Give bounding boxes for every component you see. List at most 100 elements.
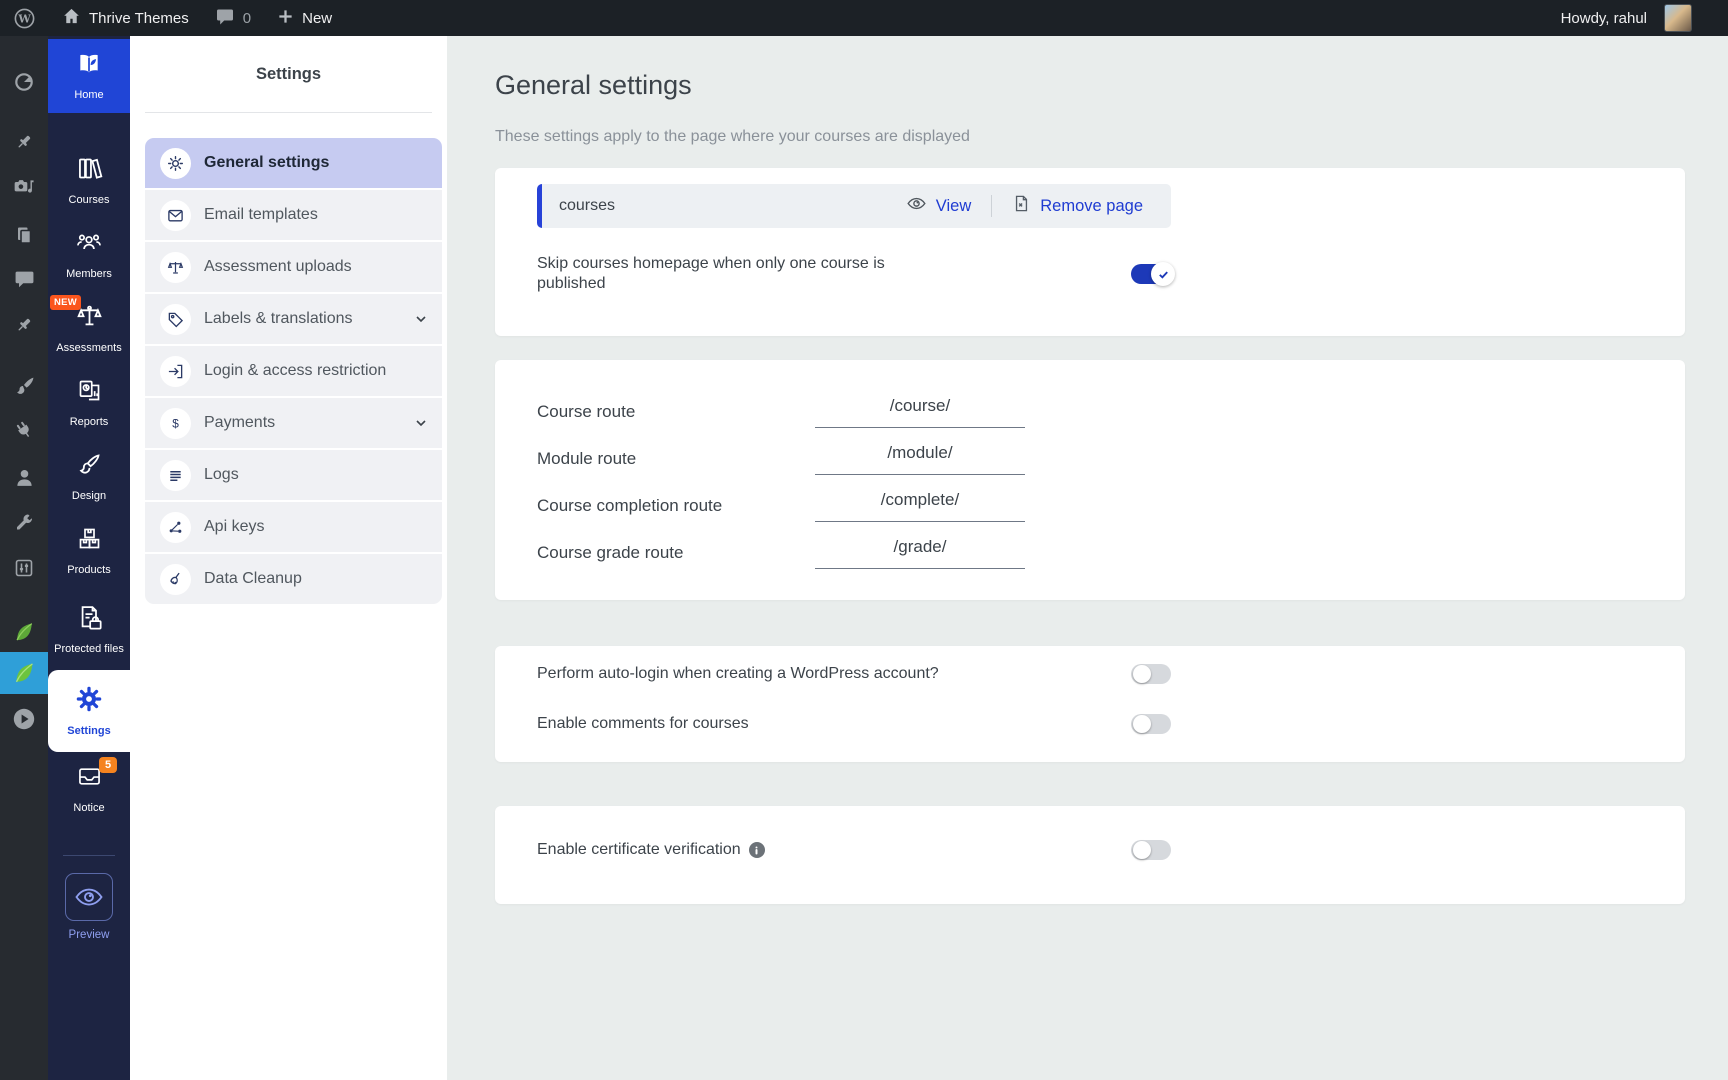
course-completion-route-input[interactable]	[815, 490, 1025, 522]
preview-button[interactable]: Preview	[48, 873, 130, 942]
sidebar-item-courses[interactable]: Courses	[48, 144, 130, 218]
route-label: Course completion route	[537, 496, 815, 516]
route-row: Module route	[537, 435, 1171, 482]
sidebar-item-members[interactable]: Members	[48, 218, 130, 292]
actions-divider	[991, 195, 992, 217]
sidebar-label: Home	[74, 89, 103, 102]
sidebar-item-reports[interactable]: Reports	[48, 366, 130, 440]
settings-menu: General settings Email templates Assessm…	[145, 138, 442, 604]
sidebar-label: Notice	[73, 802, 104, 815]
toggle-auto-login[interactable]	[1131, 664, 1171, 684]
settings-menu-item-data-cleanup[interactable]: Data Cleanup	[145, 554, 442, 604]
gear-icon	[75, 685, 103, 718]
sidebar-divider	[63, 855, 115, 856]
new-menu[interactable]: New	[264, 0, 345, 36]
sidebar-item-products[interactable]: Products	[48, 514, 130, 588]
brush-icon[interactable]	[0, 368, 48, 402]
members-icon	[74, 230, 104, 261]
book-icon	[74, 51, 104, 82]
skip-homepage-label: Skip courses homepage when only one cour…	[537, 254, 937, 294]
settings-menu-item-logs[interactable]: Logs	[145, 450, 442, 500]
file-lock-icon	[75, 603, 103, 636]
chevron-down-icon	[414, 312, 428, 326]
sidebar-label: Members	[66, 268, 112, 281]
settings-menu-item-email-templates[interactable]: Email templates	[145, 190, 442, 240]
certificate-label: Enable certificate verification	[537, 840, 741, 860]
settings-menu-item-general-settings[interactable]: General settings	[145, 138, 442, 188]
comments-menu[interactable]: 0	[202, 0, 264, 36]
comments-count: 0	[243, 10, 251, 27]
envelope-icon	[160, 200, 191, 231]
settings-menu-item-login-access-restriction[interactable]: Login & access restriction	[145, 346, 442, 396]
plus-icon	[277, 8, 294, 29]
toggle-knob	[1151, 262, 1175, 286]
sidebar-item-home[interactable]: Home	[48, 39, 130, 113]
avatar	[1664, 4, 1692, 32]
preview-label: Preview	[69, 929, 110, 942]
enable-comments-label: Enable comments for courses	[537, 714, 749, 734]
settings-menu-item-api-keys[interactable]: Api keys	[145, 502, 442, 552]
panel-divider	[145, 112, 432, 113]
new-badge: NEW	[50, 295, 81, 310]
comments-icon[interactable]	[0, 261, 48, 295]
panel-title: Settings	[130, 65, 447, 84]
sliders-icon[interactable]	[0, 551, 48, 585]
admin-bar-right: Howdy, rahul	[1548, 0, 1728, 36]
comment-bubble-icon	[215, 6, 235, 30]
account-menu[interactable]: Howdy, rahul	[1548, 0, 1692, 36]
sidebar-item-assessments[interactable]: NEW Assessments	[48, 292, 130, 366]
route-label: Module route	[537, 449, 815, 469]
eye-icon	[65, 873, 113, 921]
settings-menu-item-assessment-uploads[interactable]: Assessment uploads	[145, 242, 442, 292]
sidebar-item-notice[interactable]: 5 Notice	[48, 752, 130, 826]
sidebar-item-protected-files[interactable]: Protected files	[48, 588, 130, 670]
plug-icon[interactable]	[0, 413, 48, 447]
login-icon	[160, 356, 191, 387]
module-route-input[interactable]	[815, 443, 1025, 475]
routes-card: Course route Module route Course complet…	[495, 360, 1685, 600]
new-label: New	[302, 10, 332, 27]
wrench-icon[interactable]	[0, 505, 48, 539]
media-icon[interactable]	[0, 170, 48, 204]
settings-menu-item-payments[interactable]: $ Payments	[145, 398, 442, 448]
course-grade-route-input[interactable]	[815, 537, 1025, 569]
sidebar-item-settings[interactable]: Settings	[48, 670, 130, 752]
courses-page-row: courses View Remove page	[537, 184, 1171, 228]
apprentice-sidebar: Home Courses Members NEW Assessments R	[48, 36, 130, 1080]
pages-icon[interactable]	[0, 218, 48, 252]
pin-icon[interactable]	[0, 308, 48, 342]
view-link[interactable]: View	[906, 193, 971, 219]
list-icon	[160, 460, 191, 491]
brush-icon	[76, 451, 103, 483]
remove-page-link[interactable]: Remove page	[1012, 194, 1143, 218]
toggle-certificate-verification[interactable]	[1131, 840, 1171, 860]
sidebar-label: Protected files	[54, 643, 124, 656]
howdy-text: Howdy, rahul	[1561, 10, 1647, 27]
play-icon[interactable]	[0, 702, 48, 736]
thrive-leaf-icon[interactable]	[0, 615, 48, 649]
settings-panel: Settings General settings Email template…	[130, 36, 447, 1080]
toggle-knob	[1133, 841, 1151, 859]
sidebar-label: Courses	[69, 194, 110, 207]
course-route-input[interactable]	[815, 396, 1025, 428]
info-icon[interactable]	[749, 842, 765, 858]
users-icon[interactable]	[0, 460, 48, 494]
thrive-apprentice-active-icon[interactable]	[0, 652, 48, 694]
notice-count-badge: 5	[99, 757, 117, 773]
sidebar-label: Assessments	[56, 342, 121, 355]
settings-menu-item-labels-translations[interactable]: Labels & translations	[145, 294, 442, 344]
page-actions: View Remove page	[906, 193, 1171, 219]
route-row: Course route	[537, 388, 1171, 435]
site-menu[interactable]: Thrive Themes	[49, 0, 202, 36]
wordpress-logo-icon[interactable]: W	[0, 0, 49, 36]
toggle-knob	[1133, 665, 1151, 683]
page-subtitle: These settings apply to the page where y…	[495, 128, 1728, 146]
sidebar-item-design[interactable]: Design	[48, 440, 130, 514]
dashboard-icon[interactable]	[0, 65, 48, 99]
pin-icon[interactable]	[0, 125, 48, 159]
route-label: Course route	[537, 402, 815, 422]
toggle-skip-courses-homepage[interactable]	[1131, 264, 1171, 284]
scales-icon	[160, 252, 191, 283]
toggle-knob	[1133, 715, 1151, 733]
toggle-enable-comments[interactable]	[1131, 714, 1171, 734]
